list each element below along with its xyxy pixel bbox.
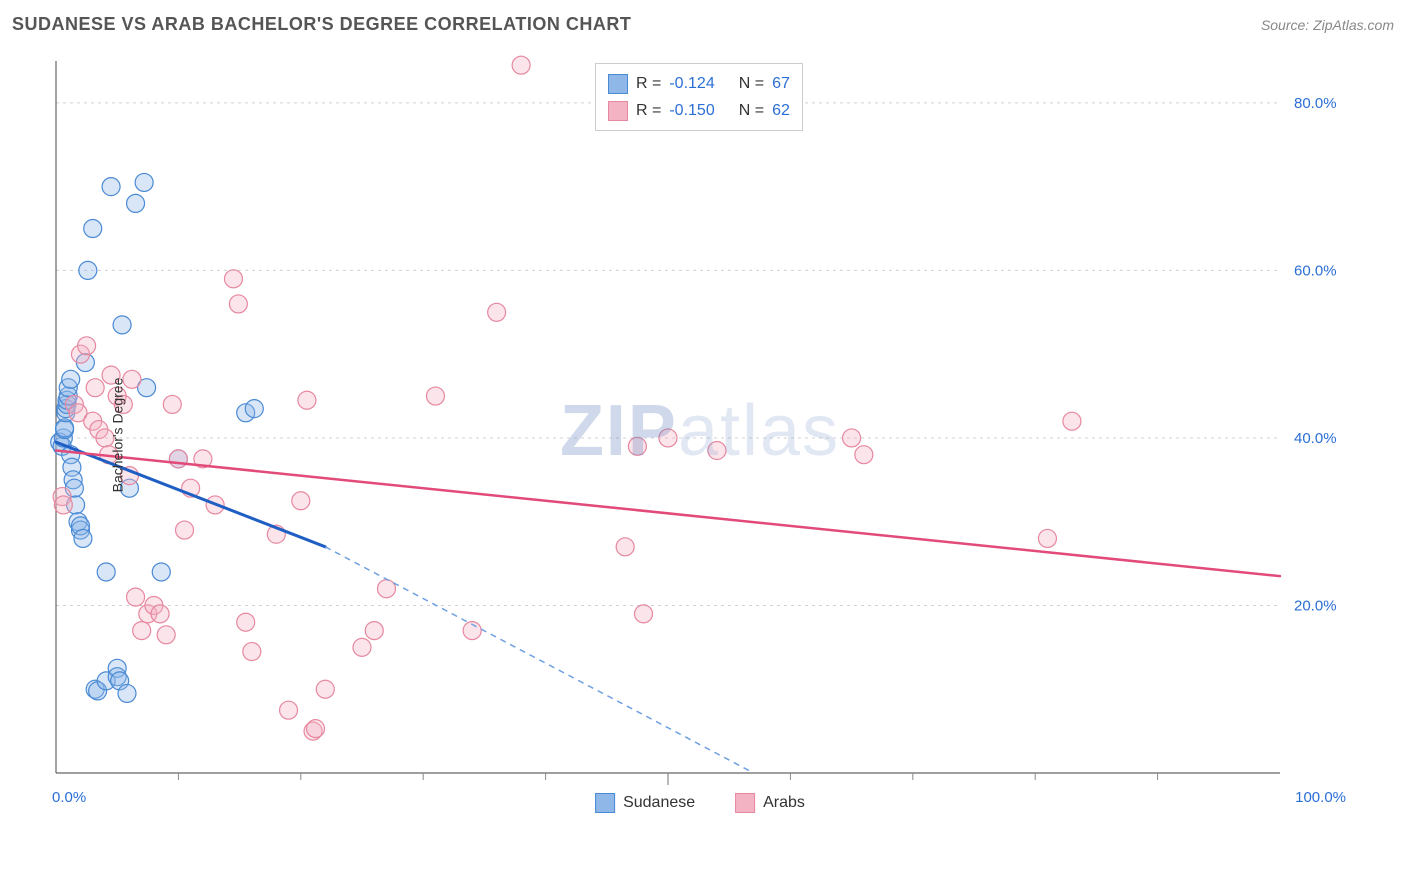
- r-value: -0.150: [669, 97, 714, 124]
- plot-area: Bachelor's Degree 20.0%40.0%60.0%80.0% Z…: [50, 55, 1350, 815]
- legend-label: Sudanese: [623, 794, 695, 812]
- r-label: R =: [636, 70, 661, 97]
- legend-item: Sudanese: [595, 793, 695, 813]
- x-axis-min-label: 0.0%: [52, 789, 86, 806]
- n-value: 62: [772, 97, 790, 124]
- source-attribution: Source: ZipAtlas.com: [1261, 17, 1394, 33]
- legend-label: Arabs: [763, 794, 805, 812]
- n-value: 67: [772, 70, 790, 97]
- n-label: N =: [739, 70, 764, 97]
- stat-row: R = -0.150 N = 62: [608, 97, 790, 124]
- svg-text:80.0%: 80.0%: [1294, 95, 1337, 112]
- legend-item: Arabs: [735, 793, 805, 813]
- x-axis-max-label: 100.0%: [1295, 789, 1346, 806]
- header: SUDANESE VS ARAB BACHELOR'S DEGREE CORRE…: [12, 14, 1394, 35]
- legend: Sudanese Arabs: [595, 793, 805, 813]
- svg-text:20.0%: 20.0%: [1294, 597, 1337, 614]
- scatter-chart-svg: 20.0% 40.0% 60.0% 80.0%: [50, 55, 1350, 815]
- correlation-stats-box: R = -0.124 N = 67 R = -0.150 N = 62: [595, 63, 803, 131]
- series-swatch: [608, 101, 628, 121]
- chart-title: SUDANESE VS ARAB BACHELOR'S DEGREE CORRE…: [12, 14, 631, 35]
- series-swatch: [595, 793, 615, 813]
- y-axis-label: Bachelor's Degree: [109, 378, 125, 493]
- svg-text:40.0%: 40.0%: [1294, 430, 1337, 447]
- stat-row: R = -0.124 N = 67: [608, 70, 790, 97]
- series-swatch: [735, 793, 755, 813]
- r-label: R =: [636, 97, 661, 124]
- n-label: N =: [739, 97, 764, 124]
- series-swatch: [608, 74, 628, 94]
- svg-text:60.0%: 60.0%: [1294, 262, 1337, 279]
- r-value: -0.124: [669, 70, 714, 97]
